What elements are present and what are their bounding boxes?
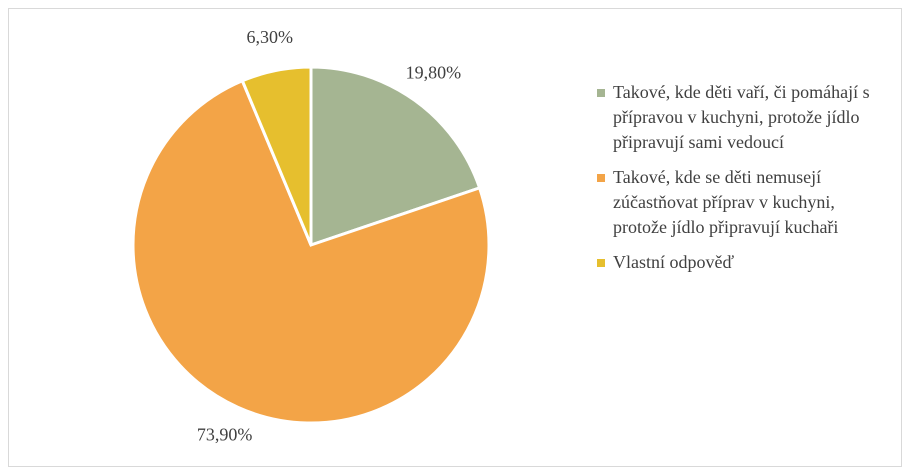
data-label: 19,80% <box>406 62 462 82</box>
legend: Takové, kde děti vaří, či pomáhají s pří… <box>597 80 882 285</box>
pie-slice <box>309 65 482 248</box>
pie-slice <box>131 78 491 425</box>
legend-swatch <box>597 89 605 97</box>
legend-label: Takové, kde děti vaří, či pomáhají s pří… <box>613 82 870 152</box>
legend-item: Takové, kde děti vaří, či pomáhají s pří… <box>597 80 882 155</box>
legend-swatch <box>597 174 605 182</box>
pie-slice <box>240 65 313 246</box>
legend-label: Vlastní odpověď <box>613 252 735 272</box>
legend-swatch <box>597 259 605 267</box>
data-label: 73,90% <box>197 425 253 445</box>
legend-label: Takové, kde se děti nemusejí zúčastňovat… <box>613 167 839 237</box>
legend-item: Takové, kde se děti nemusejí zúčastňovat… <box>597 165 882 240</box>
data-label: 6,30% <box>246 27 293 47</box>
legend-item: Vlastní odpověď <box>597 250 882 275</box>
